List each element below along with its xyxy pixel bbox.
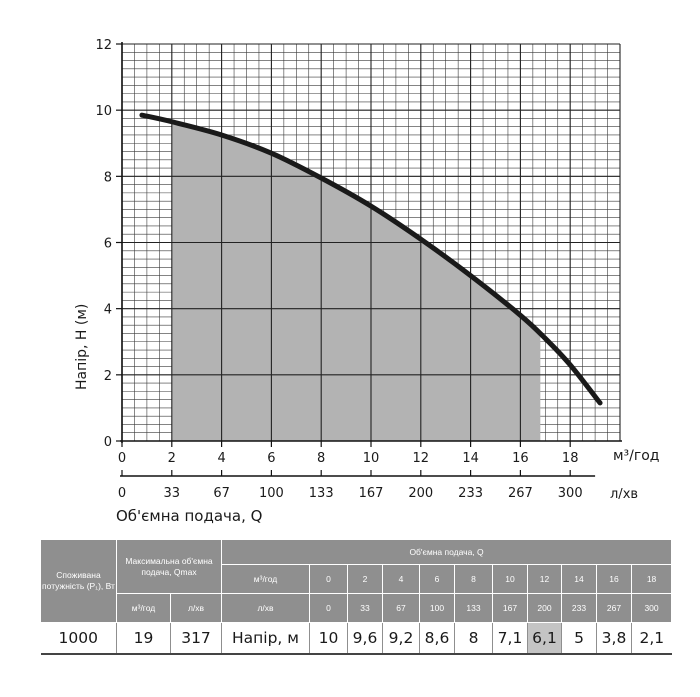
head-value-cell: 3,8 xyxy=(596,622,632,655)
head-value-cell: 8 xyxy=(454,622,493,655)
flow-lmin-cell: 33 xyxy=(347,593,383,623)
flow-m3h-cell: 14 xyxy=(561,564,597,594)
x2-tick-label: 267 xyxy=(508,486,533,501)
operating-range-area xyxy=(171,121,541,441)
x-tick-label: 18 xyxy=(562,451,579,466)
flow-m3h-cell: 0 xyxy=(309,564,348,594)
flow-lmin-cell: 233 xyxy=(561,593,597,623)
x-tick-label: 16 xyxy=(512,451,529,466)
x2-tick-label: 167 xyxy=(359,486,384,501)
head-label: Напір, м xyxy=(221,622,310,655)
y-tick-label: 4 xyxy=(104,303,112,318)
x-tick-label: 8 xyxy=(317,451,325,466)
flow-m3h-cell: 16 xyxy=(596,564,632,594)
flow-lmin-cell: 167 xyxy=(492,593,528,623)
x-axis-title: Об'ємна подача, Q xyxy=(116,507,262,525)
flow-lmin-cell: 200 xyxy=(527,593,562,623)
flow-m3h-cell: 18 xyxy=(630,564,673,594)
y-tick-label: 2 xyxy=(104,369,112,384)
y-tick-labels: 0 2 4 6 8 10 12 xyxy=(95,38,122,450)
x2-tick-label: 67 xyxy=(213,486,230,501)
x2-tick-label: 100 xyxy=(259,486,284,501)
x2-tick-label: 233 xyxy=(458,486,483,501)
power-header: Споживана потужність (P₁), Вт xyxy=(40,539,117,623)
head-value-cell: 6,1 xyxy=(527,622,562,655)
y-tick-label: 10 xyxy=(95,104,112,119)
qmax-m3h-value: 19 xyxy=(116,622,171,655)
head-value-cell: 5 xyxy=(561,622,597,655)
flow-m3h-cell: 8 xyxy=(454,564,493,594)
qmax-unit-lmin: л/хв xyxy=(170,593,222,623)
flow-lmin-cell: 267 xyxy=(596,593,632,623)
flow-lmin-cell: 100 xyxy=(419,593,455,623)
y-tick-label: 0 xyxy=(104,435,112,450)
qmax-header: Максимальна об'ємна подача, Qmax xyxy=(116,539,222,594)
x-unit-secondary: л/хв xyxy=(610,487,638,502)
head-value-cell: 2,1 xyxy=(630,622,672,655)
flow-lmin-cell: 300 xyxy=(630,593,673,623)
x-tick-label: 4 xyxy=(217,451,225,466)
y-tick-label: 8 xyxy=(104,170,112,185)
head-value-cell: 10 xyxy=(309,622,348,655)
flow-m3h-cell: 12 xyxy=(527,564,562,594)
flow-unit-m3h: м³/год xyxy=(221,564,310,594)
head-value-cell: 8,6 xyxy=(419,622,455,655)
pump-curve-chart: 0 2 4 6 8 10 12 0 2 4 6 8 10 12 14 16 18 0 33 67 100 133 167… xyxy=(74,38,660,525)
x2-tick-label: 0 xyxy=(118,486,126,501)
flow-lmin-cell: 67 xyxy=(382,593,420,623)
x2-tick-labels: 0 33 67 100 133 167 200 233 267 300 xyxy=(118,470,583,501)
flow-m3h-cell: 6 xyxy=(419,564,455,594)
qmax-unit-m3h: м³/год xyxy=(116,593,171,623)
x2-tick-label: 33 xyxy=(164,486,181,501)
flow-lmin-cell: 133 xyxy=(454,593,493,623)
x2-tick-label: 133 xyxy=(309,486,334,501)
x2-tick-label: 200 xyxy=(408,486,433,501)
y-tick-label: 6 xyxy=(104,237,112,252)
head-value-cell: 7,1 xyxy=(492,622,528,655)
flow-header: Об'ємна подача, Q xyxy=(220,539,673,565)
x-tick-label: 12 xyxy=(413,451,430,466)
head-value-cell: 9,6 xyxy=(347,622,383,655)
x2-tick-label: 300 xyxy=(558,486,583,501)
flow-lmin-cell: 0 xyxy=(309,593,348,623)
qmax-lmin-value: 317 xyxy=(170,622,222,655)
flow-unit-lmin: л/хв xyxy=(221,593,310,623)
power-value: 1000 xyxy=(40,622,117,655)
flow-m3h-cell: 2 xyxy=(347,564,383,594)
x-tick-label: 10 xyxy=(363,451,380,466)
x-unit-primary: м³/год xyxy=(613,448,660,464)
y-tick-label: 12 xyxy=(95,38,112,53)
spec-table: Споживана потужність (P₁), Вт Максимальн… xyxy=(40,539,673,655)
head-curve-line xyxy=(139,112,603,406)
x-tick-label: 2 xyxy=(168,451,176,466)
x-tick-label: 6 xyxy=(267,451,275,466)
x-tick-label: 0 xyxy=(118,451,126,466)
head-value-cell: 9,2 xyxy=(382,622,420,655)
chart-grid-major xyxy=(121,43,621,442)
flow-m3h-cell: 4 xyxy=(382,564,420,594)
x-tick-label: 14 xyxy=(462,451,479,466)
y-axis-title: Напір, Н (м) xyxy=(74,304,90,390)
flow-m3h-cell: 10 xyxy=(492,564,528,594)
x-tick-labels: 0 2 4 6 8 10 12 14 16 18 xyxy=(118,441,579,466)
